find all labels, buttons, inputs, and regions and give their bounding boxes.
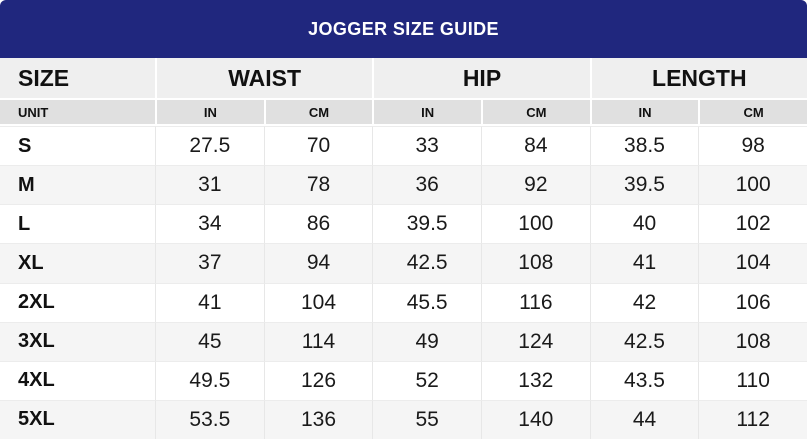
value-cell: 39.5 [589, 165, 699, 205]
col-group-waist: WAIST [155, 58, 373, 98]
value-cell: 104 [698, 243, 807, 283]
value-cell: 124 [480, 321, 590, 361]
value-cell: 45.5 [372, 282, 481, 322]
value-cell: 108 [480, 243, 590, 283]
value-cell: 108 [698, 321, 807, 361]
value-cell: 36 [372, 165, 481, 205]
col-group-length: LENGTH [589, 58, 807, 98]
value-cell: 31 [155, 165, 264, 205]
value-cell: 92 [480, 165, 590, 205]
value-cell: 94 [263, 243, 373, 283]
value-cell: 100 [480, 204, 590, 244]
value-cell: 114 [263, 321, 373, 361]
value-cell: 53.5 [155, 399, 264, 439]
value-cell: 100 [698, 165, 807, 205]
value-cell: 44 [589, 399, 699, 439]
size-cell-m: M [0, 165, 155, 205]
size-cell-s: S [0, 126, 155, 166]
value-cell: 45 [155, 321, 264, 361]
value-cell: 42.5 [372, 243, 481, 283]
size-guide-title: JOGGER SIZE GUIDE [308, 18, 499, 39]
value-cell: 43.5 [589, 360, 699, 400]
value-cell: 40 [589, 204, 699, 244]
value-cell: 78 [263, 165, 373, 205]
unit-row-label: UNIT [0, 98, 155, 126]
value-cell: 70 [263, 126, 373, 166]
value-cell: 42 [589, 282, 699, 322]
size-table: SIZE WAIST HIP LENGTH UNIT IN CM IN CM I… [0, 58, 807, 439]
value-cell: 106 [698, 282, 807, 322]
value-cell: 112 [698, 399, 807, 439]
value-cell: 49 [372, 321, 481, 361]
size-guide-banner: JOGGER SIZE GUIDE [0, 0, 807, 58]
value-cell: 140 [480, 399, 590, 439]
unit-hip-in: IN [372, 98, 481, 126]
unit-length-cm: CM [698, 98, 807, 126]
value-cell: 38.5 [589, 126, 699, 166]
value-cell: 39.5 [372, 204, 481, 244]
value-cell: 116 [480, 282, 590, 322]
value-cell: 49.5 [155, 360, 264, 400]
unit-waist-in: IN [155, 98, 264, 126]
value-cell: 86 [263, 204, 373, 244]
unit-waist-cm: CM [263, 98, 373, 126]
value-cell: 33 [372, 126, 481, 166]
value-cell: 132 [480, 360, 590, 400]
value-cell: 136 [263, 399, 373, 439]
size-cell-l: L [0, 204, 155, 244]
size-cell-3xl: 3XL [0, 321, 155, 361]
col-group-hip: HIP [372, 58, 590, 98]
value-cell: 42.5 [589, 321, 699, 361]
size-cell-5xl: 5XL [0, 399, 155, 439]
value-cell: 104 [263, 282, 373, 322]
value-cell: 110 [698, 360, 807, 400]
value-cell: 37 [155, 243, 264, 283]
unit-length-in: IN [589, 98, 699, 126]
value-cell: 126 [263, 360, 373, 400]
value-cell: 98 [698, 126, 807, 166]
value-cell: 41 [155, 282, 264, 322]
unit-hip-cm: CM [480, 98, 590, 126]
col-group-size: SIZE [0, 58, 155, 98]
size-cell-4xl: 4XL [0, 360, 155, 400]
size-cell-xl: XL [0, 243, 155, 283]
value-cell: 52 [372, 360, 481, 400]
value-cell: 41 [589, 243, 699, 283]
value-cell: 102 [698, 204, 807, 244]
value-cell: 27.5 [155, 126, 264, 166]
value-cell: 84 [480, 126, 590, 166]
value-cell: 34 [155, 204, 264, 244]
value-cell: 55 [372, 399, 481, 439]
size-cell-2xl: 2XL [0, 282, 155, 322]
